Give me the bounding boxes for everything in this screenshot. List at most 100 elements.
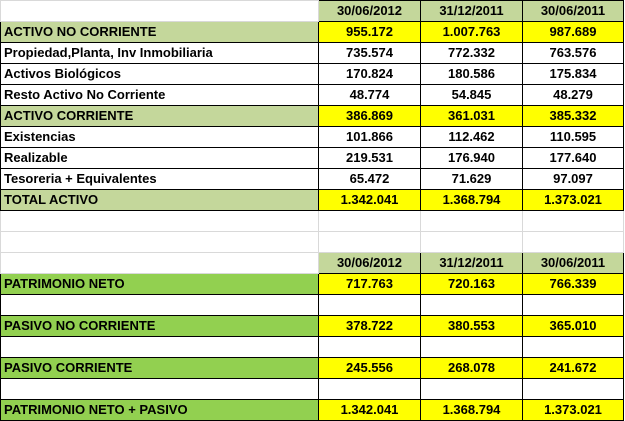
row-value[interactable]: 65.472 — [318, 168, 421, 190]
spacer-cell[interactable] — [318, 378, 421, 400]
row-value[interactable]: 955.172 — [318, 21, 421, 43]
spacer-cell[interactable] — [0, 336, 319, 358]
bottom-header-row: 30/06/2012 31/12/2011 30/06/2011 — [0, 252, 624, 274]
row-value[interactable]: 361.031 — [420, 105, 523, 127]
row-value[interactable]: 241.672 — [522, 357, 624, 379]
spacer-cell[interactable] — [420, 336, 523, 358]
row-value[interactable]: 380.553 — [420, 315, 523, 337]
top-header-date[interactable]: 30/06/2011 — [522, 0, 624, 22]
spacer-cell[interactable] — [0, 294, 319, 316]
row-value[interactable]: 1.342.041 — [318, 189, 421, 211]
spacer-cell[interactable] — [522, 294, 624, 316]
row-value[interactable]: 245.556 — [318, 357, 421, 379]
gap-row-1-cell[interactable] — [318, 210, 421, 232]
bottom-header-date[interactable]: 31/12/2011 — [420, 252, 523, 274]
top-header-date[interactable]: 30/06/2012 — [318, 0, 421, 22]
bottom-table-row: PASIVO NO CORRIENTE 378.722 380.553 365.010 — [0, 315, 624, 337]
top-table-row: Resto Activo No Corriente 48.774 54.845 48.… — [0, 84, 624, 106]
gap-row-2-cell[interactable] — [0, 231, 319, 253]
row-value[interactable]: 763.576 — [522, 42, 624, 64]
row-value[interactable]: 720.163 — [420, 273, 523, 295]
gap-row-1-cell[interactable] — [420, 210, 523, 232]
row-value[interactable]: 54.845 — [420, 84, 523, 106]
row-label[interactable]: Resto Activo No Corriente — [0, 84, 319, 106]
top-table-row: ACTIVO NO CORRIENTE 955.172 1.007.763 987.6… — [0, 21, 624, 43]
row-label[interactable]: Tesoreria + Equivalentes — [0, 168, 319, 190]
row-label[interactable]: PATRIMONIO NETO + PASIVO — [0, 399, 319, 421]
row-label[interactable]: PATRIMONIO NETO — [0, 273, 319, 295]
row-value[interactable]: 71.629 — [420, 168, 523, 190]
top-header-blank[interactable] — [0, 0, 319, 22]
row-value[interactable]: 112.462 — [420, 126, 523, 148]
top-table-row: Propiedad,Planta, Inv Inmobiliaria 735.57… — [0, 42, 624, 64]
row-value[interactable]: 766.339 — [522, 273, 624, 295]
row-value[interactable]: 268.078 — [420, 357, 523, 379]
row-value[interactable]: 717.763 — [318, 273, 421, 295]
top-header-row: 30/06/2012 31/12/2011 30/06/2011 — [0, 0, 624, 22]
row-value[interactable]: 101.866 — [318, 126, 421, 148]
spacer-cell[interactable] — [318, 336, 421, 358]
top-header-date[interactable]: 31/12/2011 — [420, 0, 523, 22]
row-value[interactable]: 180.586 — [420, 63, 523, 85]
row-value[interactable]: 365.010 — [522, 315, 624, 337]
row-label[interactable]: PASIVO NO CORRIENTE — [0, 315, 319, 337]
gap-row-1 — [0, 210, 624, 232]
row-label[interactable]: Realizable — [0, 147, 319, 169]
row-value[interactable]: 1.373.021 — [522, 189, 624, 211]
row-value[interactable]: 385.332 — [522, 105, 624, 127]
row-value[interactable]: 175.834 — [522, 63, 624, 85]
spacer-cell[interactable] — [318, 294, 421, 316]
spacer-cell[interactable] — [420, 294, 523, 316]
gap-row-2 — [0, 231, 624, 253]
top-table-row: TOTAL ACTIVO 1.342.041 1.368.794 1.373.021 — [0, 189, 624, 211]
row-label[interactable]: ACTIVO NO CORRIENTE — [0, 21, 319, 43]
bottom-header-blank[interactable] — [0, 252, 319, 274]
top-table-row: Realizable 219.531 176.940 177.640 — [0, 147, 624, 169]
row-value[interactable]: 1.368.794 — [420, 399, 523, 421]
gap-row-2-cell[interactable] — [318, 231, 421, 253]
row-value[interactable]: 97.097 — [522, 168, 624, 190]
gap-row-1-cell[interactable] — [0, 210, 319, 232]
spacer-cell[interactable] — [522, 378, 624, 400]
top-table-row: Activos Biológicos 170.824 180.586 175.834 — [0, 63, 624, 85]
row-value[interactable]: 735.574 — [318, 42, 421, 64]
bottom-table-row: PATRIMONIO NETO 717.763 720.163 766.339 — [0, 273, 624, 295]
row-value[interactable]: 48.279 — [522, 84, 624, 106]
row-value[interactable]: 177.640 — [522, 147, 624, 169]
row-value[interactable]: 772.332 — [420, 42, 523, 64]
row-value[interactable]: 110.595 — [522, 126, 624, 148]
gap-row-1-cell[interactable] — [522, 210, 624, 232]
bottom-header-date[interactable]: 30/06/2012 — [318, 252, 421, 274]
row-value[interactable]: 987.689 — [522, 21, 624, 43]
bottom-table-row: PASIVO CORRIENTE 245.556 268.078 241.672 — [0, 357, 624, 379]
row-value[interactable]: 1.368.794 — [420, 189, 523, 211]
row-value[interactable]: 219.531 — [318, 147, 421, 169]
spacer-cell[interactable] — [420, 378, 523, 400]
top-table-row: Tesoreria + Equivalentes 65.472 71.629 97.0… — [0, 168, 624, 190]
row-value[interactable]: 176.940 — [420, 147, 523, 169]
row-value[interactable]: 1.007.763 — [420, 21, 523, 43]
spacer-row — [0, 336, 624, 358]
spacer-row — [0, 378, 624, 400]
row-value[interactable]: 1.373.021 — [522, 399, 624, 421]
row-label[interactable]: TOTAL ACTIVO — [0, 189, 319, 211]
row-value[interactable]: 378.722 — [318, 315, 421, 337]
top-table-row: ACTIVO CORRIENTE 386.869 361.031 385.332 — [0, 105, 624, 127]
row-value[interactable]: 1.342.041 — [318, 399, 421, 421]
spacer-cell[interactable] — [0, 378, 319, 400]
row-label[interactable]: ACTIVO CORRIENTE — [0, 105, 319, 127]
row-value[interactable]: 386.869 — [318, 105, 421, 127]
row-label[interactable]: Activos Biológicos — [0, 63, 319, 85]
row-value[interactable]: 48.774 — [318, 84, 421, 106]
top-table-row: Existencias 101.866 112.462 110.595 — [0, 126, 624, 148]
bottom-header-date[interactable]: 30/06/2011 — [522, 252, 624, 274]
gap-row-2-cell[interactable] — [420, 231, 523, 253]
row-label[interactable]: Existencias — [0, 126, 319, 148]
row-value[interactable]: 170.824 — [318, 63, 421, 85]
row-label[interactable]: PASIVO CORRIENTE — [0, 357, 319, 379]
spacer-cell[interactable] — [522, 336, 624, 358]
gap-row-2-cell[interactable] — [522, 231, 624, 253]
row-label[interactable]: Propiedad,Planta, Inv Inmobiliaria — [0, 42, 319, 64]
